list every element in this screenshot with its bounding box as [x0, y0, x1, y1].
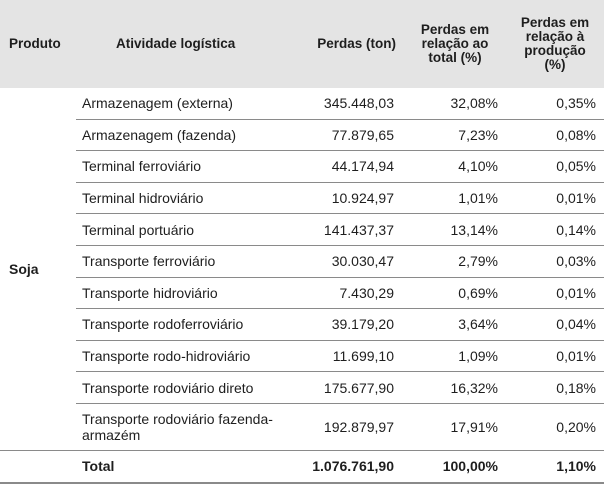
- total-row: Total 1.076.761,90 100,00% 1,10%: [0, 449, 604, 484]
- perdas-cell: 77.879,65: [300, 119, 404, 152]
- producao-pct-cell: 0,08%: [506, 119, 604, 152]
- table-row: Transporte rodoferroviário 39.179,20 3,6…: [0, 308, 604, 341]
- table-row: Transporte rodoviário fazenda-armazém 19…: [0, 403, 604, 451]
- producao-pct-cell: 0,20%: [506, 403, 604, 451]
- atividade-cell: Transporte rodo-hidroviário: [76, 340, 300, 373]
- total-pct-cell: 7,23%: [404, 119, 506, 152]
- table-row: Terminal portuário 141.437,37 13,14% 0,1…: [0, 213, 604, 246]
- total-label: Total: [76, 449, 300, 484]
- total-pct-cell: 0,69%: [404, 277, 506, 310]
- atividade-cell: Transporte hidroviário: [76, 277, 300, 310]
- producao-pct-cell: 0,03%: [506, 245, 604, 278]
- header-atividade: Atividade logística: [76, 0, 300, 88]
- perdas-cell: 10.924,97: [300, 182, 404, 215]
- total-pct-cell: 2,79%: [404, 245, 506, 278]
- table-row: Terminal ferroviário 44.174,94 4,10% 0,0…: [0, 150, 604, 183]
- producao-pct-cell: 0,04%: [506, 308, 604, 341]
- atividade-cell: Transporte rodoviário fazenda-armazém: [76, 403, 300, 451]
- table-row: Transporte rodoviário direto 175.677,90 …: [0, 371, 604, 404]
- header-perdas-producao: Perdas em relação à produção (%): [506, 0, 604, 88]
- producao-pct-cell: 0,01%: [506, 340, 604, 373]
- table-row: Transporte ferroviário 30.030,47 2,79% 0…: [0, 245, 604, 278]
- total-pct-cell: 4,10%: [404, 150, 506, 183]
- atividade-cell: Transporte rodoviário direto: [76, 371, 300, 404]
- atividade-cell: Armazenagem (fazenda): [76, 119, 300, 152]
- producao-pct-cell: 0,14%: [506, 213, 604, 246]
- perdas-cell: 345.448,03: [300, 88, 404, 120]
- product-cell: Soja: [0, 88, 76, 451]
- perdas-cell: 44.174,94: [300, 150, 404, 183]
- producao-pct-cell: 0,01%: [506, 277, 604, 310]
- table-row: Terminal hidroviário 10.924,97 1,01% 0,0…: [0, 182, 604, 215]
- producao-pct-cell: 0,18%: [506, 371, 604, 404]
- total-pct: 100,00%: [404, 449, 506, 484]
- total-pct-cell: 17,91%: [404, 403, 506, 451]
- perdas-cell: 141.437,37: [300, 213, 404, 246]
- total-producao-pct: 1,10%: [506, 449, 604, 484]
- perdas-cell: 11.699,10: [300, 340, 404, 373]
- total-pct-cell: 32,08%: [404, 88, 506, 120]
- atividade-cell: Terminal ferroviário: [76, 150, 300, 183]
- total-pct-cell: 1,09%: [404, 340, 506, 373]
- producao-pct-cell: 0,35%: [506, 88, 604, 120]
- total-pct-cell: 1,01%: [404, 182, 506, 215]
- atividade-cell: Transporte rodoferroviário: [76, 308, 300, 341]
- table-row: Soja Armazenagem (externa) 345.448,03 32…: [0, 88, 604, 451]
- atividade-cell: Transporte ferroviário: [76, 245, 300, 278]
- producao-pct-cell: 0,05%: [506, 150, 604, 183]
- perdas-cell: 30.030,47: [300, 245, 404, 278]
- header-produto: Produto: [0, 0, 76, 88]
- table-row: Transporte rodo-hidroviário 11.699,10 1,…: [0, 340, 604, 373]
- perdas-cell: 175.677,90: [300, 371, 404, 404]
- perdas-cell: 39.179,20: [300, 308, 404, 341]
- table-row: Transporte hidroviário 7.430,29 0,69% 0,…: [0, 277, 604, 310]
- atividade-cell: Terminal hidroviário: [76, 182, 300, 215]
- total-perdas: 1.076.761,90: [300, 449, 404, 484]
- total-empty-cell: [0, 449, 76, 484]
- total-pct-cell: 3,64%: [404, 308, 506, 341]
- header-perdas: Perdas (ton): [300, 0, 404, 88]
- atividade-cell: Terminal portuário: [76, 213, 300, 246]
- perdas-cell: 192.879,97: [300, 403, 404, 451]
- atividade-cell: Armazenagem (externa): [76, 88, 300, 120]
- total-pct-cell: 16,32%: [404, 371, 506, 404]
- header-perdas-total: Perdas em relação ao total (%): [404, 0, 506, 88]
- table-row: Armazenagem (fazenda) 77.879,65 7,23% 0,…: [0, 119, 604, 152]
- producao-pct-cell: 0,01%: [506, 182, 604, 215]
- perdas-cell: 7.430,29: [300, 277, 404, 310]
- header-row: Produto Atividade logística Perdas (ton)…: [0, 0, 604, 88]
- total-pct-cell: 13,14%: [404, 213, 506, 246]
